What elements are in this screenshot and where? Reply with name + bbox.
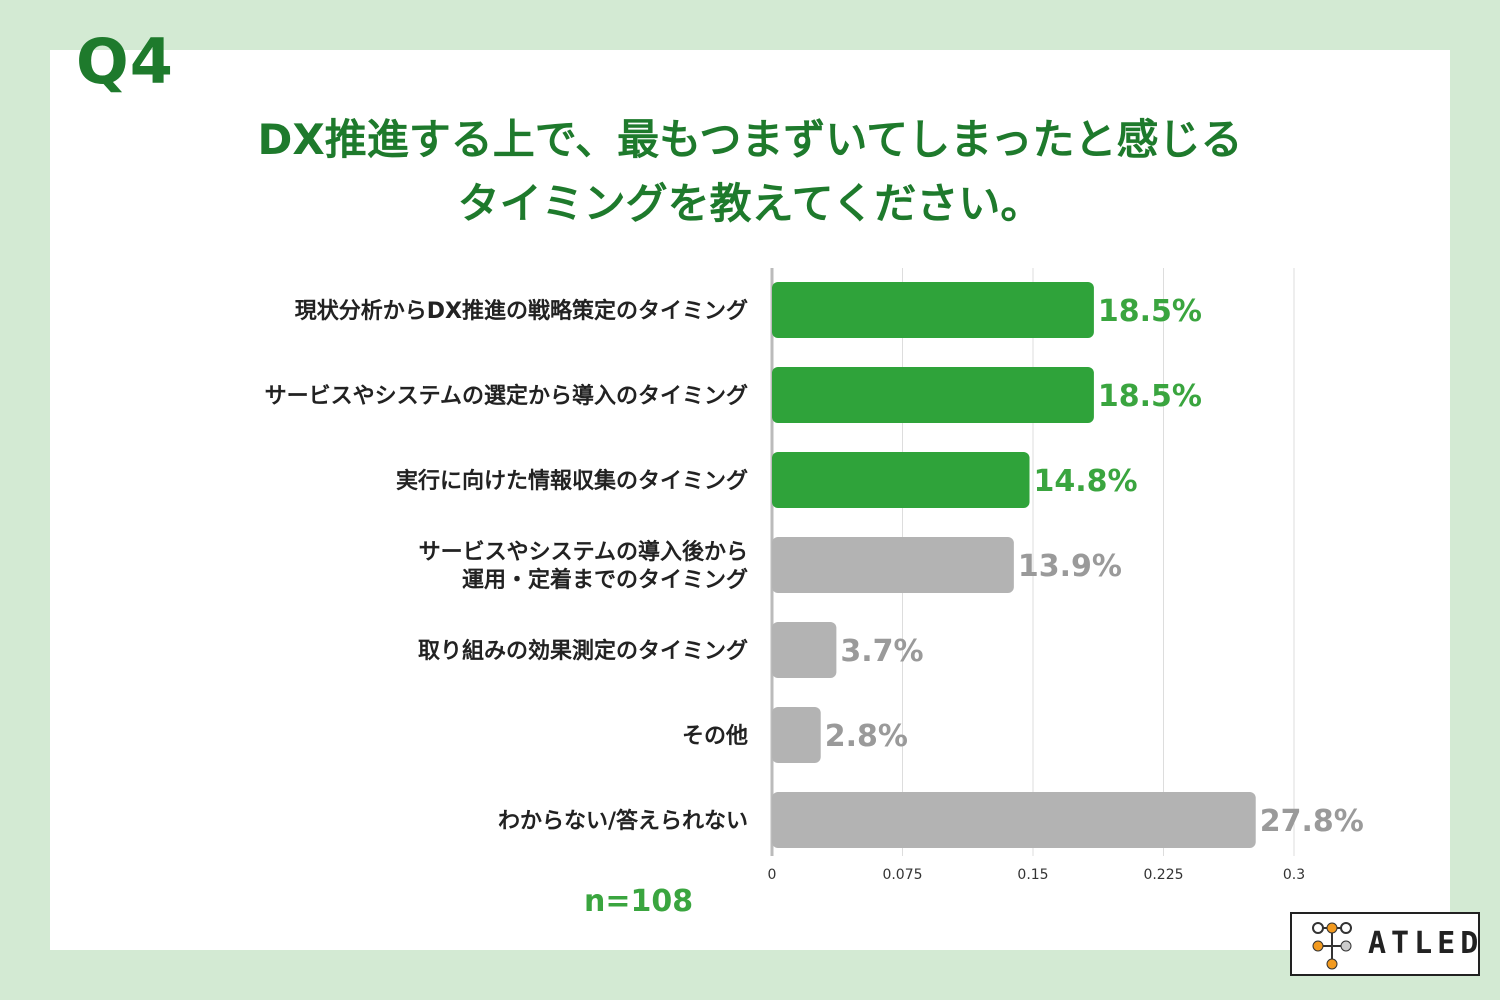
sample-size: n=108 [584, 884, 694, 919]
category-label-line: サービスやシステムの選定から導入のタイミング [265, 383, 748, 409]
bar [772, 707, 821, 763]
category-label-line: 取り組みの効果測定のタイミング [418, 638, 748, 664]
category-label-line: 実行に向けた情報収集のタイミング [396, 468, 748, 494]
bar [772, 282, 1094, 338]
chart-title: DX推進する上で、最もつまずいてしまったと感じる タイミングを教えてください。 [150, 108, 1350, 236]
x-tick-label: 0.225 [1143, 867, 1183, 883]
bar [772, 792, 1256, 848]
title-line-1: DX推進する上で、最もつまずいてしまったと感じる [257, 115, 1243, 164]
category-label-line: わからない/答えられない [498, 808, 748, 834]
data-label: 3.7% [840, 634, 923, 669]
data-label: 18.5% [1098, 294, 1202, 329]
category-label: サービスやシステムの導入後から運用・定着までのタイミング [419, 539, 748, 593]
category-label-line: サービスやシステムの導入後から [419, 539, 748, 565]
logo-text: ATLED [1368, 926, 1484, 961]
category-label: その他 [682, 724, 748, 749]
x-tick-label: 0 [768, 867, 777, 883]
data-label: 13.9% [1018, 549, 1122, 584]
bar [772, 452, 1030, 508]
data-label: 18.5% [1098, 379, 1202, 414]
category-label: 実行に向けた情報収集のタイミング [396, 468, 748, 494]
x-tick-label: 0.3 [1283, 867, 1305, 883]
category-label: 現状分析からDX推進の戦略策定のタイミング [295, 298, 748, 324]
logo-mark-icon [1312, 922, 1352, 970]
data-label: 14.8% [1034, 464, 1138, 499]
data-label: 27.8% [1260, 804, 1364, 839]
title-line-2: タイミングを教えてください。 [457, 179, 1043, 228]
bar [772, 622, 837, 678]
category-label: サービスやシステムの選定から導入のタイミング [265, 383, 748, 409]
bar [772, 537, 1014, 593]
category-label-line: 運用・定着までのタイミング [462, 567, 748, 593]
data-label: 2.8% [825, 719, 908, 754]
category-label-line: 現状分析からDX推進の戦略策定のタイミング [295, 298, 748, 324]
category-label-line: その他 [682, 724, 748, 749]
x-tick-label: 0.075 [882, 867, 922, 883]
category-label: わからない/答えられない [498, 808, 748, 834]
question-number: Q4 [76, 25, 174, 98]
atled-logo: ATLED [1290, 912, 1480, 976]
x-tick-label: 0.15 [1017, 867, 1048, 883]
category-label: 取り組みの効果測定のタイミング [418, 638, 748, 664]
bar [772, 367, 1094, 423]
